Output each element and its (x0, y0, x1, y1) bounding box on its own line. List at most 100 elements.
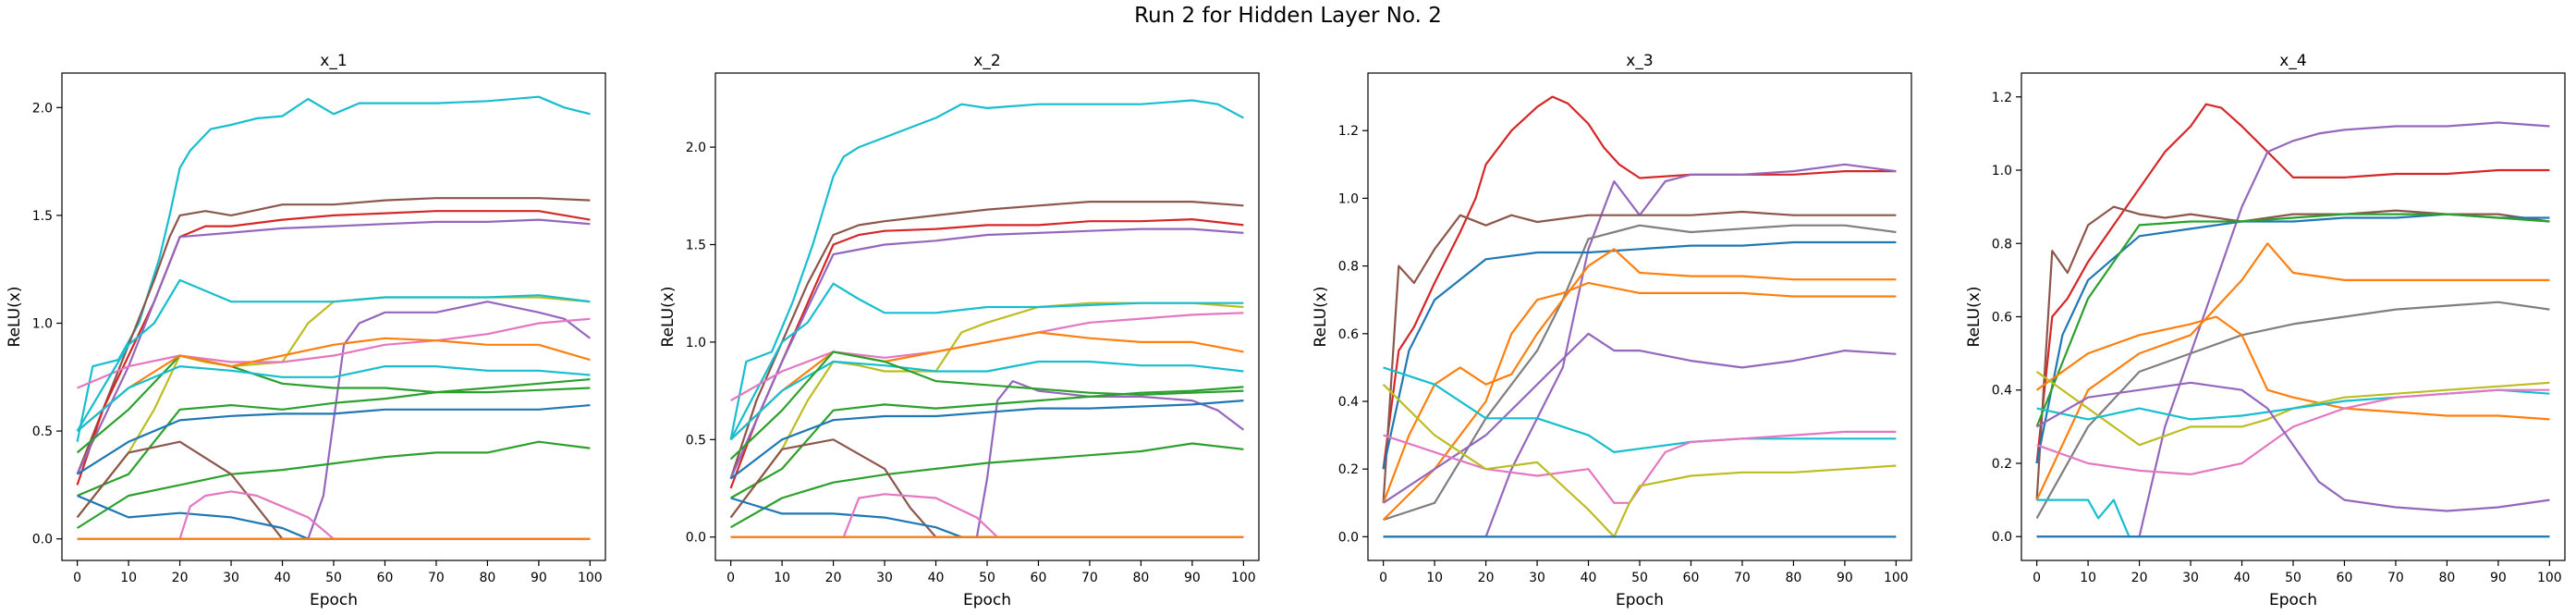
y-tick-label: 0.6 (1338, 327, 1359, 342)
x-tick-label: 10 (120, 571, 137, 585)
x-tick-label: 20 (825, 571, 842, 585)
series-line-14 (76, 365, 591, 432)
y-tick-label: 0.0 (686, 531, 706, 546)
subplot-title: x_2 (973, 52, 1000, 70)
y-tick-label: 0.4 (1992, 384, 2012, 399)
x-tick-label: 50 (325, 571, 342, 585)
series-line-8 (1382, 332, 1897, 504)
series-line-11 (1382, 383, 1897, 538)
x-tick-label: 0 (726, 571, 735, 585)
x-tick-label: 10 (1426, 571, 1443, 585)
y-tick-label: 1.0 (1338, 191, 1359, 206)
figure-title: Run 2 for Hidden Layer No. 2 (1134, 4, 1442, 28)
series-line-9 (1383, 366, 1897, 453)
series-line-13 (76, 278, 591, 432)
series-line-7 (1382, 281, 1897, 521)
x-tick-label: 50 (1631, 571, 1648, 585)
series-line-4 (729, 228, 1244, 479)
y-tick-label: 0.0 (32, 533, 53, 547)
series-line-7 (730, 312, 1244, 402)
x-tick-label: 80 (2439, 571, 2456, 585)
series-line-5 (1382, 240, 1897, 470)
axes-frame (61, 72, 606, 561)
x-tick-label: 0 (73, 571, 81, 585)
x-tick-label: 80 (1786, 571, 1802, 585)
x-tick-label: 40 (928, 571, 945, 585)
series-line-1 (76, 95, 591, 442)
x-tick-label: 40 (275, 571, 291, 585)
y-tick-label: 1.5 (32, 209, 53, 224)
series-line-8 (2035, 315, 2550, 421)
x-tick-label: 100 (1231, 571, 1256, 585)
x-axis-label: Epoch (310, 591, 358, 609)
series-line-16 (77, 494, 591, 540)
series-line-10 (77, 404, 591, 475)
subplot-x3: 0 10 20 30 40 50 60 70 80 90 100 0.0 0.2 0.4 0.6 0.8 1.0… (1312, 52, 1912, 609)
y-tick-label: 0.2 (1992, 457, 2012, 472)
series-line-1 (1382, 95, 1897, 470)
x-tick-label: 30 (223, 571, 239, 585)
x-tick-label: 50 (979, 571, 995, 585)
x-tick-label: 30 (1529, 571, 1545, 585)
series-line-4 (77, 301, 592, 540)
series-line-7 (77, 378, 591, 498)
x-tick-label: 40 (1581, 571, 1597, 585)
series-line-6 (1382, 248, 1897, 504)
series-group (1382, 95, 1897, 538)
series-line-3 (1382, 210, 1897, 503)
series-line-3 (76, 210, 591, 486)
x-tick-label: 70 (428, 571, 445, 585)
x-tick-label: 90 (1184, 571, 1201, 585)
y-tick-label: 2.0 (32, 101, 53, 116)
series-line-6 (2035, 242, 2550, 501)
x-tick-label: 70 (2387, 571, 2404, 585)
series-line-5 (2035, 213, 2550, 427)
series-line-11 (2036, 388, 2550, 475)
x-tick-label: 40 (2234, 571, 2251, 585)
x-tick-label: 70 (1734, 571, 1751, 585)
y-axis-label: ReLU(x) (1312, 287, 1330, 348)
y-tick-label: 2.0 (686, 141, 706, 155)
axes-frame (2021, 72, 2566, 561)
y-tick-label: 0.6 (1992, 311, 2012, 326)
y-tick-label: 0.2 (1338, 462, 1359, 477)
y-axis-label: ReLU(x) (6, 287, 24, 348)
x-axis-label: Epoch (2269, 591, 2317, 609)
series-line-5 (729, 301, 1244, 519)
x-tick-label: 50 (2285, 571, 2301, 585)
subplot-x4: 0 10 20 30 40 50 60 70 80 90 100 0.0 0.2 0.4 0.6 0.8 1.0… (1965, 52, 2566, 609)
series-line-7 (2035, 301, 2550, 519)
series-line-1 (2035, 103, 2550, 464)
y-axis-label: ReLU(x) (659, 287, 678, 348)
x-tick-label: 20 (1478, 571, 1495, 585)
series-line-11 (77, 317, 591, 389)
subplot-title: x_3 (1626, 52, 1653, 70)
series-line-17 (730, 493, 1244, 538)
series-line-17 (77, 490, 591, 540)
series-line-2 (729, 201, 1244, 479)
x-tick-label: 90 (531, 571, 547, 585)
series-line-9 (77, 440, 591, 529)
x-tick-label: 30 (2182, 571, 2199, 585)
series-line-5 (76, 218, 591, 475)
y-axis-label: ReLU(x) (1965, 287, 1984, 348)
subplot-x2: 0 10 20 30 40 50 60 70 80 90 100 0.0 0.5 1.0 1.5 2.0 x_2… (659, 52, 1260, 609)
series-line-2 (1383, 163, 1897, 538)
x-tick-label: 90 (2490, 571, 2507, 585)
y-tick-label: 1.2 (1992, 91, 2012, 105)
series-group (2035, 103, 2550, 538)
series-line-13 (730, 442, 1244, 529)
y-tick-label: 0.8 (1338, 260, 1359, 275)
y-tick-label: 0.0 (1338, 530, 1359, 545)
subplot-title: x_4 (2279, 52, 2306, 70)
series-line-3 (2035, 205, 2550, 500)
series-group (76, 95, 592, 540)
x-tick-label: 20 (172, 571, 189, 585)
series-line-1 (729, 99, 1244, 440)
y-tick-label: 1.0 (686, 336, 706, 351)
x-tick-label: 10 (774, 571, 790, 585)
series-line-12 (76, 337, 591, 432)
x-axis-label: Epoch (1616, 591, 1664, 609)
y-tick-label: 0.8 (1992, 237, 2012, 252)
x-tick-label: 60 (377, 571, 394, 585)
